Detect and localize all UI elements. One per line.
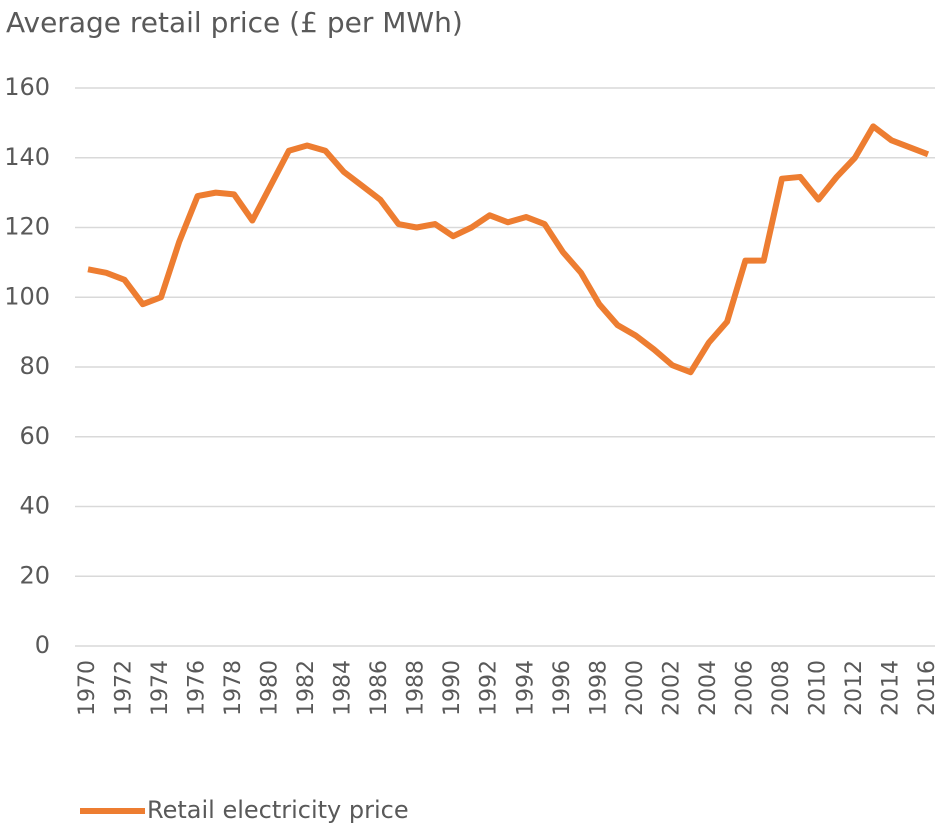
- y-tick-label: 20: [19, 561, 50, 589]
- y-tick-label: 80: [19, 352, 50, 380]
- x-tick-label: 1994: [513, 660, 538, 716]
- x-tick-label: 1970: [75, 660, 100, 716]
- x-tick-label: 1974: [148, 660, 173, 716]
- y-tick-label: 100: [4, 282, 50, 310]
- x-tick-label: 1988: [404, 660, 429, 716]
- x-tick-label: 1998: [586, 660, 611, 716]
- y-tick-label: 120: [4, 213, 50, 241]
- x-tick-label: 1984: [331, 660, 356, 716]
- x-tick-label: 1996: [550, 660, 575, 716]
- data-line: [87, 123, 930, 376]
- x-tick-label: 2002: [659, 660, 684, 716]
- y-tick-label: 0: [35, 631, 50, 659]
- x-tick-label: 1980: [258, 660, 283, 716]
- x-tick-label: 2012: [842, 660, 867, 716]
- chart-title: Average retail price (£ per MWh): [6, 6, 463, 39]
- x-tick-label: 2006: [732, 660, 757, 716]
- x-tick-label: 2016: [915, 660, 940, 716]
- x-tick-label: 2000: [623, 660, 648, 716]
- x-tick-label: 1992: [477, 660, 502, 716]
- x-tick-label: 2010: [805, 660, 830, 716]
- y-tick-label: 60: [19, 422, 50, 450]
- x-tick-label: 1976: [185, 660, 210, 716]
- x-tick-label: 1986: [367, 660, 392, 716]
- legend-label: Retail electricity price: [147, 796, 409, 824]
- x-tick-label: 2004: [696, 660, 721, 716]
- y-tick-label: 40: [19, 492, 50, 520]
- x-tick-label: 1978: [221, 660, 246, 716]
- y-tick-label: 140: [4, 143, 50, 171]
- x-tick-label: 2008: [769, 660, 794, 716]
- x-tick-label: 1982: [294, 660, 319, 716]
- x-tick-label: 1990: [440, 660, 465, 716]
- y-tick-label: 160: [4, 73, 50, 101]
- x-tick-label: 2014: [878, 660, 903, 716]
- x-tick-label: 1972: [112, 660, 137, 716]
